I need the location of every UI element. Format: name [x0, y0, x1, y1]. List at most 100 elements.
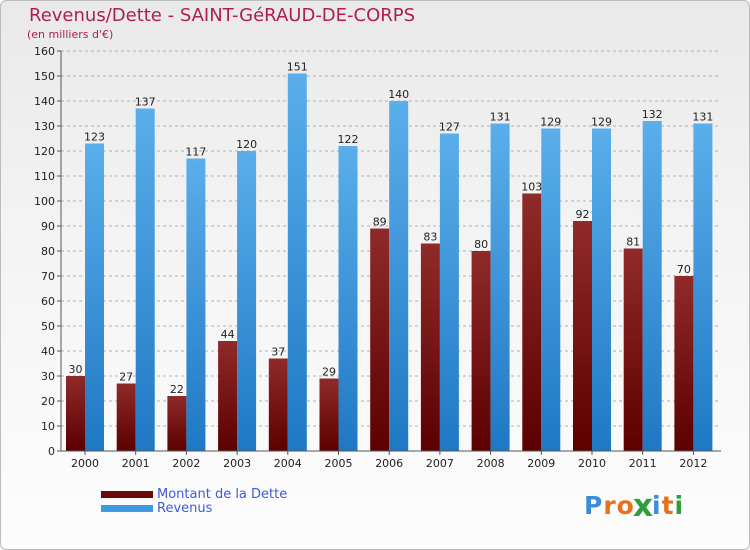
data-label-revenus: 120 — [236, 138, 257, 151]
axis-layer — [57, 50, 721, 455]
x-tick-label: 2004 — [274, 457, 302, 470]
data-label-dette: 27 — [119, 371, 133, 384]
data-label-revenus: 129 — [591, 116, 612, 129]
bar-revenus — [389, 101, 409, 451]
bar-revenus — [490, 123, 510, 451]
y-tick-label: 10 — [41, 420, 55, 433]
bar-dette — [167, 396, 187, 451]
bar-revenus — [287, 73, 307, 451]
logo-letter: t — [661, 491, 675, 520]
data-label-dette: 89 — [373, 216, 387, 229]
y-tick-label: 150 — [34, 70, 55, 83]
y-tick-label: 40 — [41, 345, 55, 358]
x-tick-label: 2009 — [527, 457, 555, 470]
x-tick-label: 2000 — [71, 457, 99, 470]
data-label-revenus: 127 — [439, 121, 460, 134]
bar-dette — [319, 378, 339, 451]
y-tick-label: 120 — [34, 145, 55, 158]
bar-dette — [218, 341, 238, 451]
bar-dette — [522, 193, 542, 451]
data-label-dette: 44 — [221, 328, 235, 341]
legend-swatch-revenus — [101, 505, 153, 512]
data-label-revenus: 132 — [642, 108, 663, 121]
y-tick-label: 70 — [41, 270, 55, 283]
bar-revenus — [592, 128, 611, 451]
legend-swatch-dette — [101, 491, 153, 498]
data-label-revenus: 117 — [185, 146, 206, 159]
y-tick-label: 110 — [34, 170, 55, 183]
bar-revenus — [693, 123, 713, 451]
proxiti-logo: Proxiti — [584, 487, 685, 523]
data-label-dette: 83 — [423, 231, 437, 244]
y-tick-label: 0 — [48, 445, 55, 458]
bar-revenus — [439, 133, 459, 451]
bar-revenus — [237, 151, 257, 451]
x-tick-label: 2006 — [375, 457, 403, 470]
bar-dette — [674, 276, 694, 451]
data-label-dette: 30 — [69, 363, 83, 376]
data-label-dette: 80 — [474, 238, 488, 251]
y-tick-label: 80 — [41, 245, 55, 258]
data-label-dette: 70 — [677, 263, 691, 276]
data-label-revenus: 131 — [692, 111, 713, 124]
x-tick-label: 2003 — [223, 457, 251, 470]
x-tick-label: 2011 — [629, 457, 657, 470]
x-tick-label: 2001 — [122, 457, 150, 470]
x-tick-label: 2010 — [578, 457, 606, 470]
data-label-revenus: 151 — [287, 61, 308, 74]
bar-dette — [66, 376, 85, 451]
bar-revenus — [541, 128, 561, 451]
y-tick-label: 140 — [34, 95, 55, 108]
chart-title: Revenus/Dette - SAINT-GéRAUD-DE-CORPS — [29, 5, 416, 26]
x-tick-label: 2007 — [426, 457, 454, 470]
bar-dette — [116, 383, 136, 451]
y-tick-label: 100 — [34, 195, 55, 208]
data-label-revenus: 129 — [540, 116, 561, 129]
data-label-revenus: 137 — [135, 96, 156, 109]
y-tick-label: 20 — [41, 395, 55, 408]
legend-label-dette: Montant de la Dette — [157, 487, 288, 502]
logo-letter: i — [652, 491, 662, 520]
logo-letter: i — [674, 491, 685, 520]
data-label-dette: 37 — [271, 346, 285, 359]
data-label-dette: 29 — [322, 366, 336, 379]
x-tick-label: 2005 — [325, 457, 353, 470]
data-label-dette: 81 — [626, 236, 640, 249]
bar-dette — [573, 221, 592, 451]
data-label-dette: 92 — [576, 208, 590, 221]
y-tick-label: 160 — [34, 45, 55, 58]
logo-letter: r — [603, 491, 617, 520]
data-label-revenus: 140 — [388, 88, 409, 101]
y-tick-label: 50 — [41, 320, 55, 333]
bar-dette — [471, 251, 491, 451]
logo-letter: P — [584, 491, 604, 520]
data-label-revenus: 131 — [490, 111, 511, 124]
bars-layer — [66, 73, 713, 451]
y-tick-label: 130 — [34, 120, 55, 133]
data-label-dette: 103 — [521, 181, 542, 194]
bar-dette — [623, 248, 643, 451]
y-tick-label: 30 — [41, 370, 55, 383]
bar-revenus — [85, 143, 104, 451]
x-tick-label: 2002 — [172, 457, 200, 470]
chart-subtitle: (en milliers d'€) — [27, 28, 114, 41]
data-label-dette: 22 — [170, 383, 184, 396]
x-tick-label: 2008 — [477, 457, 505, 470]
logo-letter: o — [616, 491, 635, 520]
legend-label-revenus: Revenus — [157, 501, 213, 516]
data-label-revenus: 123 — [84, 131, 105, 144]
y-tick-label: 60 — [41, 295, 55, 308]
labels-layer: 0 10 20 30 40 50 60 70 80 90 100 110 120 130 140 150 160… — [34, 45, 713, 470]
bar-revenus — [186, 158, 206, 451]
bar-dette — [420, 243, 440, 451]
y-tick-label: 90 — [41, 220, 55, 233]
bar-dette — [268, 358, 288, 451]
bar-dette — [370, 228, 390, 451]
logo-letter: x — [632, 487, 655, 524]
bar-revenus — [642, 121, 662, 451]
bar-revenus — [338, 146, 358, 451]
bar-revenus — [135, 108, 155, 451]
x-tick-label: 2012 — [679, 457, 707, 470]
